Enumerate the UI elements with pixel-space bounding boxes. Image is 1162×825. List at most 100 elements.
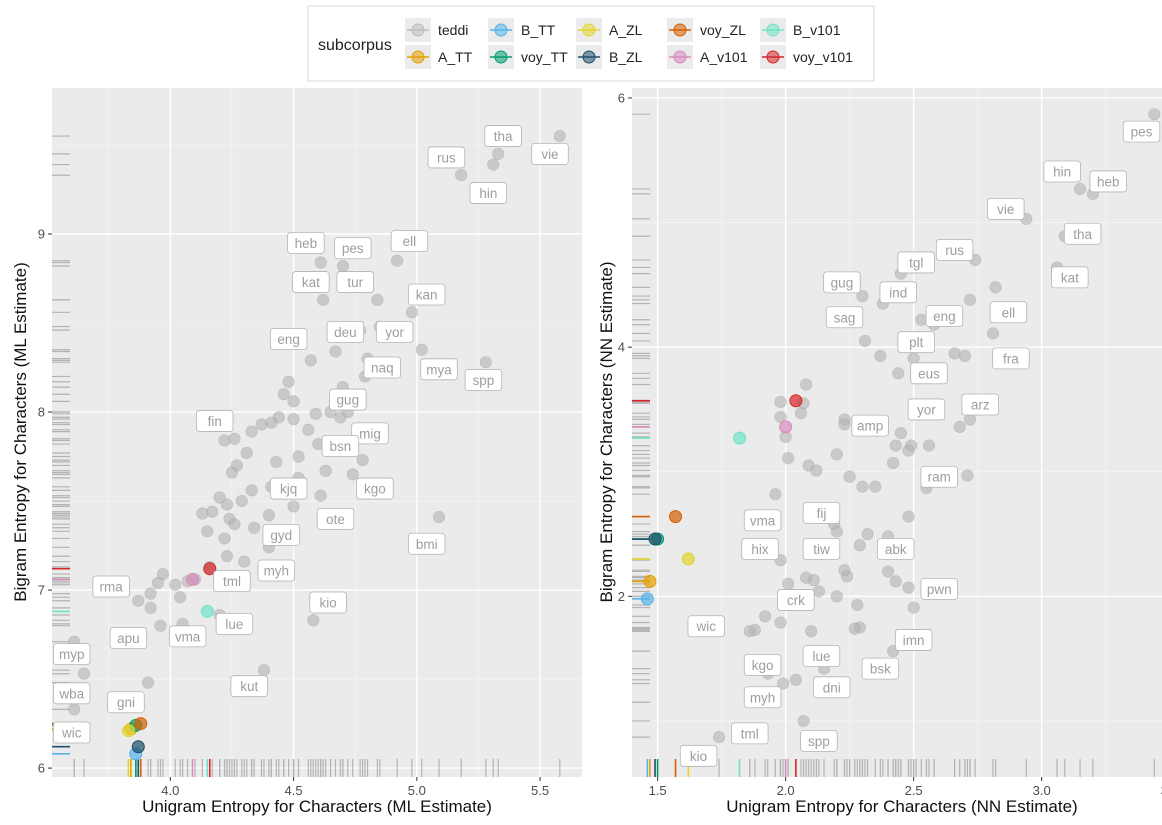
point-label-imn: imn <box>894 629 933 651</box>
point-label-ind: ind <box>879 281 917 304</box>
point-label-myp: myp <box>53 643 91 666</box>
label-text: gni <box>117 695 135 710</box>
point-teddi <box>774 616 787 629</box>
label-box <box>920 465 958 488</box>
label-box <box>777 589 815 611</box>
x-tick-label: 4.5 <box>285 783 303 798</box>
point-teddi <box>782 577 795 590</box>
label-box <box>743 509 782 532</box>
point-label-deu: deu <box>326 321 365 343</box>
point-teddi <box>830 590 843 603</box>
label-text: fij <box>817 506 827 521</box>
point-teddi <box>492 147 505 160</box>
label-text: eus <box>918 366 940 381</box>
point-label-vma: vma <box>168 625 207 648</box>
label-text: yor <box>385 325 404 340</box>
label-box <box>334 237 372 260</box>
point-label-kio: kio <box>679 744 718 767</box>
label-box <box>326 321 365 343</box>
label-box <box>53 682 91 705</box>
point-teddi <box>292 450 305 463</box>
point-label-spp: spp <box>800 729 838 752</box>
left-point-labels: tha rus vie hin heb pes ell kat tur kan eng deu yor n… <box>53 125 569 744</box>
point-teddi <box>304 354 317 367</box>
point-teddi <box>830 448 843 461</box>
label-box <box>802 538 841 560</box>
label-text: tha <box>1073 227 1092 242</box>
label-text: naq <box>371 361 394 376</box>
point-teddi <box>794 407 808 420</box>
point-teddi <box>810 464 823 477</box>
point-teddi <box>805 625 818 638</box>
x-tick-label: 5.5 <box>531 783 549 798</box>
label-box <box>215 612 254 635</box>
label-text: hix <box>751 542 769 557</box>
point-teddi <box>1073 182 1087 196</box>
label-text: tml <box>223 574 241 589</box>
label-box <box>230 675 268 698</box>
point-teddi <box>902 444 915 457</box>
point-teddi <box>838 564 851 577</box>
label-text: abk <box>885 542 907 557</box>
label-text: bsn <box>330 439 352 454</box>
label-box <box>687 615 725 638</box>
label-box <box>316 507 355 530</box>
point-teddi <box>356 453 369 467</box>
label-box <box>813 676 851 699</box>
legend-item-voy-tt: voy_TT <box>488 45 568 69</box>
label-text: ell <box>403 234 417 249</box>
legend-key-point <box>582 23 596 37</box>
point-label-eus: eus <box>910 362 948 385</box>
label-box <box>897 251 935 274</box>
label-text: hin <box>479 186 497 201</box>
point-teddi <box>861 527 874 541</box>
point-a-zl <box>681 552 695 566</box>
point-label-ram: ram <box>920 465 958 488</box>
point-teddi <box>201 525 214 538</box>
label-text: kjq <box>280 482 297 497</box>
point-label-plt: plt <box>897 331 935 354</box>
point-label-bsk: bsk <box>861 657 900 680</box>
legend-key-point <box>766 50 780 64</box>
legend-label: teddi <box>438 22 468 38</box>
point-teddi <box>759 610 772 623</box>
label-text: tiw <box>813 542 830 557</box>
label-box <box>484 125 522 147</box>
label-box <box>168 625 207 648</box>
point-label-gni: gni <box>107 691 145 714</box>
point-teddi <box>800 571 813 584</box>
point-label-lue: lue <box>215 612 254 635</box>
label-text: kgo <box>364 482 386 497</box>
point-teddi <box>346 468 359 481</box>
label-text: apu <box>117 631 140 646</box>
x-tick-label: 2.5 <box>905 783 923 798</box>
point-label-mya: mya <box>420 358 458 381</box>
legend-key-point <box>411 23 425 37</box>
label-text: lue <box>812 649 830 664</box>
point-teddi <box>270 455 283 468</box>
point-label-ell: ell <box>390 230 429 253</box>
point-label-vma: vma <box>743 509 782 532</box>
label-box <box>897 331 935 354</box>
point-teddi <box>874 349 887 362</box>
point-label-kgo: kgo <box>743 653 782 676</box>
label-text: vie <box>541 147 558 162</box>
right-rug <box>632 113 1155 777</box>
label-box <box>879 281 917 304</box>
y-tick-label: 8 <box>38 405 45 420</box>
label-box <box>1051 266 1089 289</box>
label-box <box>329 388 367 411</box>
point-label-sag: sag <box>825 306 864 329</box>
point-teddi <box>334 411 347 424</box>
point-label-kgo: kgo <box>356 477 394 500</box>
legend-item-voy-zl: voy_ZL <box>667 18 746 42</box>
label-box <box>800 729 838 752</box>
point-label-tha: tha <box>484 125 522 147</box>
legend-label: A_v101 <box>700 49 748 65</box>
point-label-tgl: tgl <box>897 251 935 274</box>
label-text: kan <box>416 288 438 303</box>
point-teddi <box>169 578 182 591</box>
legend-item-a-v101: A_v101 <box>667 45 748 69</box>
label-text: arz <box>971 397 990 412</box>
label-text: rus <box>437 150 456 165</box>
